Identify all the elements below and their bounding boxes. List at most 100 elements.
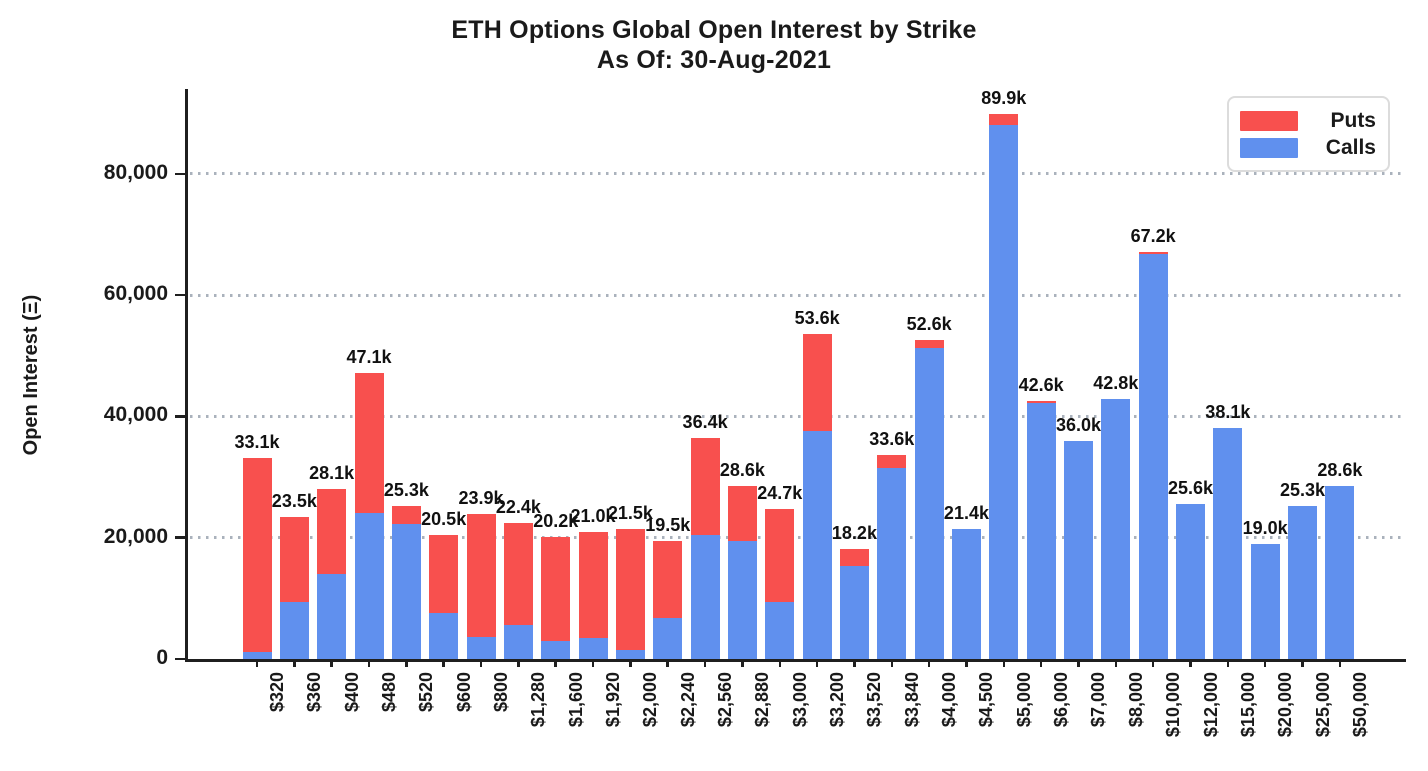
- total-label-$600: 20.5k: [421, 508, 467, 529]
- x-tick-$25,000: [1301, 659, 1304, 667]
- x-tick-$3,840: [890, 659, 894, 667]
- x-label-$8,000: $8,000: [1125, 672, 1146, 728]
- x-label-$15,000: $15,000: [1237, 672, 1258, 738]
- x-label-$1,920: $1,920: [603, 672, 624, 728]
- calls-bar-$4,500: [951, 529, 981, 659]
- calls-bar-$25,000: [1288, 505, 1318, 659]
- total-label-$3,520: 18.2k: [831, 522, 877, 543]
- calls-bar-$3,200: [802, 431, 832, 659]
- y-axis-title: Open Interest (Ξ): [20, 294, 42, 456]
- puts-bar-$3,200: [802, 333, 832, 431]
- x-label-$25,000: $25,000: [1312, 672, 1333, 738]
- calls-bar-$480: [354, 512, 384, 659]
- x-tick-$600: [442, 659, 445, 667]
- puts-bar-$3,000: [765, 509, 795, 602]
- x-label-$3,000: $3,000: [789, 672, 810, 728]
- x-label-$6,000: $6,000: [1051, 672, 1072, 728]
- calls-bar-$4,000: [914, 347, 944, 659]
- total-label-$520: 25.3k: [383, 479, 429, 500]
- x-label-$480: $480: [379, 672, 400, 713]
- calls-bar-$800: [466, 637, 496, 659]
- calls-bar-$320: [242, 651, 272, 659]
- gridline-40000: [190, 414, 1406, 418]
- chart-title: ETH Options Global Open Interest by Stri…: [451, 16, 977, 44]
- calls-bar-$520: [391, 523, 421, 659]
- gridline-80000: [190, 172, 1406, 176]
- puts-bar-$480: [354, 373, 384, 513]
- x-tick-$7,000: [1077, 659, 1080, 667]
- legend-label-calls: Calls: [1325, 135, 1376, 159]
- x-label-$10,000: $10,000: [1163, 672, 1184, 738]
- calls-bar-$3,000: [765, 602, 795, 659]
- calls-bar-$15,000: [1213, 427, 1243, 659]
- legend-label-puts: Puts: [1330, 108, 1376, 132]
- total-label-$3,200: 53.6k: [794, 307, 840, 328]
- total-label-$480: 47.1k: [346, 347, 392, 368]
- x-tick-$2,560: [703, 659, 707, 667]
- x-label-$2,000: $2,000: [640, 672, 661, 728]
- x-tick-$6,000: [1039, 659, 1043, 667]
- total-label-$5,000: 89.9k: [981, 87, 1027, 108]
- puts-swatch: [1240, 110, 1298, 131]
- puts-bar-$1,920: [578, 531, 608, 638]
- gridline-20000: [190, 536, 1406, 540]
- x-tick-$4,000: [927, 659, 931, 667]
- total-label-$15,000: 38.1k: [1205, 401, 1251, 422]
- total-label-$1,920: 21.0k: [570, 505, 616, 526]
- x-tick-$800: [479, 659, 483, 667]
- total-label-$12,000: 25.6k: [1167, 477, 1214, 498]
- x-tick-$3,000: [778, 659, 781, 667]
- x-label-$800: $800: [491, 672, 512, 713]
- y-tick-20000: [175, 536, 185, 539]
- x-label-$320: $320: [267, 672, 287, 713]
- calls-bar-$20,000: [1250, 543, 1280, 659]
- puts-bar-$360: [279, 516, 309, 602]
- legend-item-calls: Calls: [1229, 135, 1388, 160]
- total-label-$10,000: 67.2k: [1130, 225, 1176, 246]
- calls-bar-$12,000: [1176, 503, 1205, 659]
- legend: Puts Calls: [1227, 96, 1390, 172]
- total-label-$2,240: 19.5k: [645, 514, 691, 535]
- x-label-$360: $360: [304, 672, 325, 713]
- puts-bar-$6,000: [1026, 400, 1056, 403]
- calls-bar-$2,880: [727, 541, 757, 659]
- puts-bar-$2,560: [690, 438, 720, 536]
- total-label-$1,280: 22.4k: [495, 497, 541, 518]
- y-tick-label-80000: 80,000: [103, 160, 168, 184]
- x-tick-$10,000: [1151, 659, 1155, 667]
- legend-item-puts: Puts: [1229, 108, 1388, 133]
- total-label-$4,500: 21.4k: [943, 503, 989, 524]
- x-tick-$50,000: [1338, 659, 1342, 667]
- total-label-$3,000: 24.7k: [757, 483, 803, 504]
- y-tick-label-0: 0: [156, 646, 168, 669]
- x-tick-$15,000: [1226, 659, 1230, 667]
- puts-bar-$3,520: [839, 548, 869, 566]
- calls-bar-$1,600: [541, 641, 571, 659]
- x-label-$12,000: $12,000: [1200, 672, 1221, 738]
- x-tick-$480: [367, 659, 371, 667]
- puts-bar-$5,000: [989, 113, 1019, 126]
- gridline-60000: [190, 293, 1406, 297]
- x-tick-$1,920: [591, 659, 595, 667]
- total-label-$50,000: 28.6k: [1317, 459, 1363, 480]
- x-tick-$3,520: [853, 659, 856, 667]
- x-label-$2,240: $2,240: [677, 672, 698, 728]
- x-tick-$12,000: [1189, 659, 1192, 667]
- puts-bar-$2,240: [653, 540, 683, 618]
- total-label-$1,600: 20.2k: [533, 510, 579, 531]
- x-label-$400: $400: [341, 672, 362, 713]
- puts-bar-$2,000: [615, 528, 645, 650]
- puts-bar-$2,880: [727, 485, 757, 542]
- total-label-$8,000: 42.8k: [1093, 373, 1139, 394]
- x-tick-$5,000: [1002, 659, 1006, 667]
- calls-bar-$2,560: [690, 535, 720, 659]
- total-label-$6,000: 42.6k: [1018, 374, 1064, 395]
- calls-bar-$2,240: [653, 617, 683, 659]
- total-label-$2,000: 21.5k: [607, 502, 653, 523]
- calls-bar-$10,000: [1138, 253, 1168, 659]
- x-label-$2,880: $2,880: [752, 672, 773, 728]
- x-label-$4,000: $4,000: [939, 672, 960, 728]
- x-label-$2,560: $2,560: [715, 672, 736, 728]
- puts-bar-$10,000: [1138, 251, 1168, 254]
